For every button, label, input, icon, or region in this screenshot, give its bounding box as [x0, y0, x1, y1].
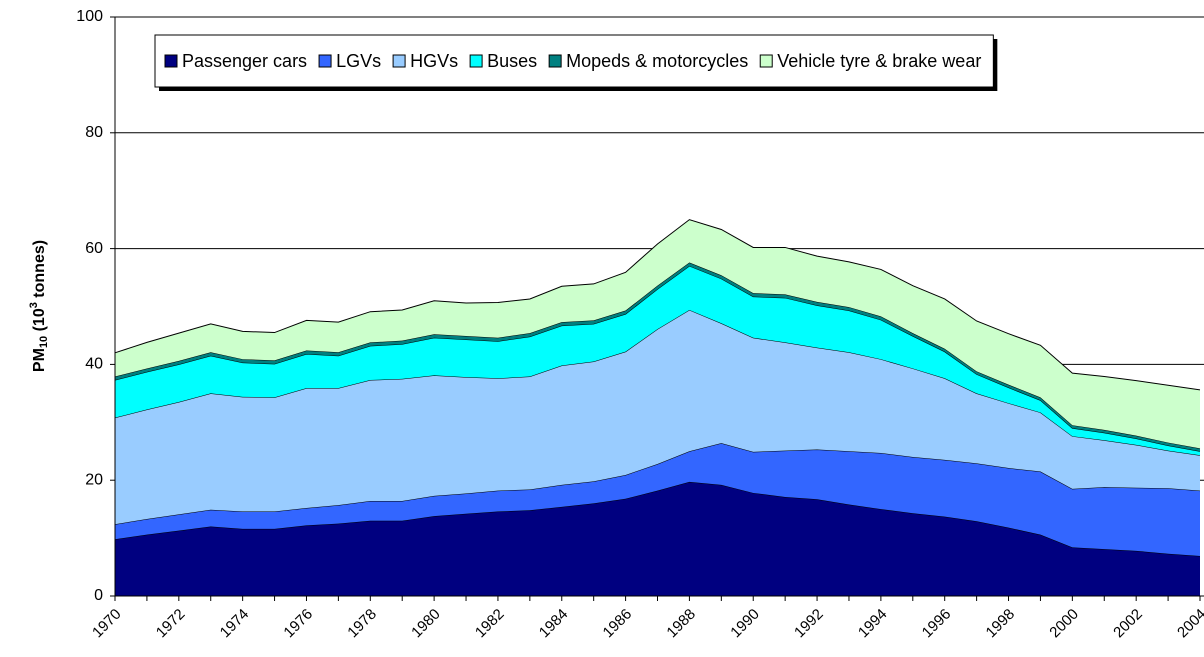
x-tick-label: 1990 [727, 606, 763, 642]
legend-swatch [318, 54, 332, 68]
legend-swatch [392, 54, 406, 68]
y-title-mid: (10 [31, 308, 48, 336]
x-tick-label: 1976 [280, 606, 316, 642]
x-tick-label: 1992 [791, 606, 827, 642]
x-tick-label: 1984 [536, 606, 572, 642]
x-tick-label: 1978 [344, 606, 380, 642]
legend-label: Passenger cars [182, 51, 307, 71]
y-tick-label: 80 [85, 124, 103, 141]
area-edge [114, 219, 1201, 391]
y-title-sup: 3 [28, 302, 40, 308]
y-title-sub: 10 [38, 336, 50, 348]
x-tick-label: 1994 [855, 606, 891, 642]
area [115, 219, 1200, 449]
y-axis-title: PM10 (103 tonnes) [28, 240, 50, 372]
y-title-base: PM [31, 348, 48, 372]
x-tick-label: 1998 [983, 606, 1019, 642]
legend-label: Vehicle tyre & brake wear [777, 51, 981, 71]
y-tick-label: 0 [94, 587, 103, 604]
legend-swatch [164, 54, 178, 68]
area [115, 443, 1200, 557]
area [115, 309, 1200, 525]
y-tick-label: 60 [85, 240, 103, 257]
x-tick-label: 1970 [89, 606, 125, 642]
legend-label: HGVs [410, 51, 458, 71]
legend-label: LGVs [336, 51, 381, 71]
legend-label: Buses [487, 51, 537, 71]
x-tick-label: 1972 [153, 606, 189, 642]
legend-box [154, 34, 994, 88]
area [115, 265, 1200, 456]
y-tick-label: 40 [85, 356, 103, 373]
x-tick-label: 1996 [919, 606, 955, 642]
x-tick-label: 2000 [1046, 606, 1082, 642]
legend: Passenger cars LGVs HGVs Buses Mopeds & moto… [154, 34, 998, 91]
x-tick-label: 1982 [472, 606, 508, 642]
x-tick-label: 1980 [408, 606, 444, 642]
legend-label: Mopeds & motorcycles [566, 51, 748, 71]
area [115, 481, 1200, 596]
legend-swatch [548, 54, 562, 68]
x-tick-label: 1986 [600, 606, 636, 642]
y-title-end: tonnes) [31, 240, 48, 302]
y-tick-label: 20 [85, 471, 103, 488]
x-tick-label: 1974 [217, 606, 253, 642]
legend-swatch [759, 54, 773, 68]
x-tick-label: 1988 [663, 606, 699, 642]
x-tick-label: 2004 [1174, 606, 1204, 642]
y-tick-label: 100 [76, 8, 103, 25]
x-tick-label: 2002 [1110, 606, 1146, 642]
legend-swatch [469, 54, 483, 68]
